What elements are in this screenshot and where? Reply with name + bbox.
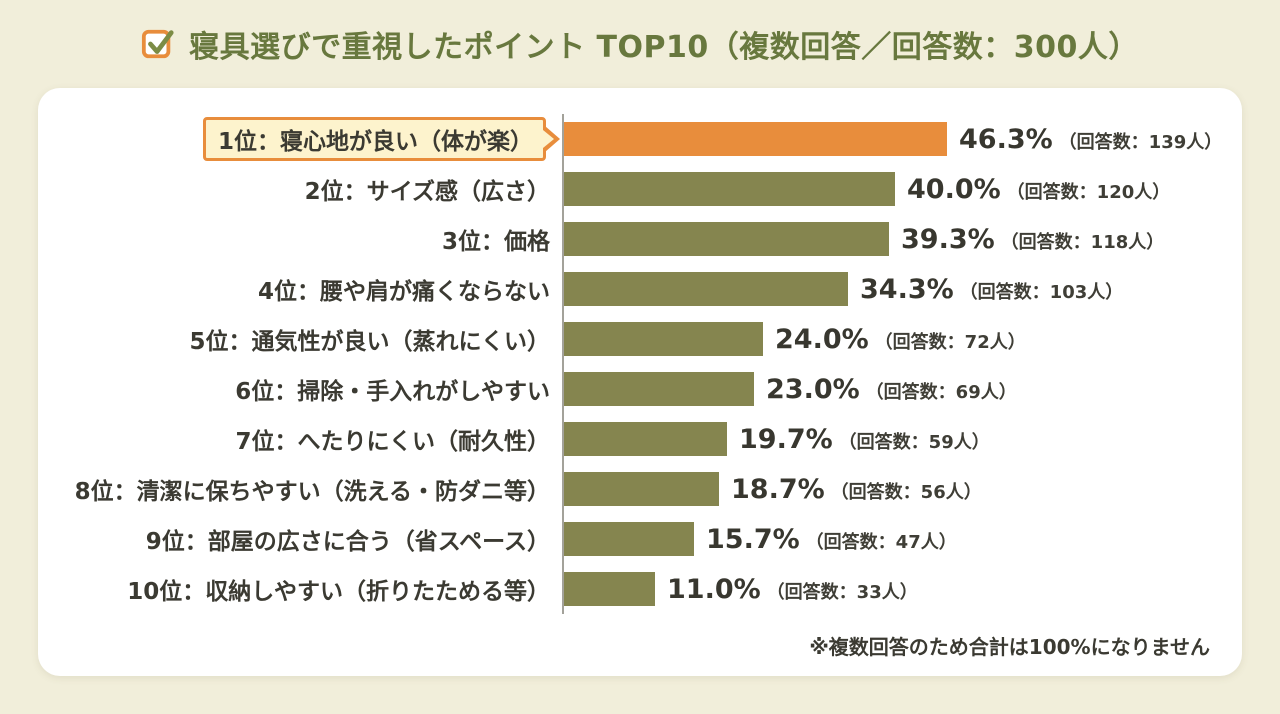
value-group: 40.0% （回答数：120人） <box>907 174 1170 205</box>
count-label: （回答数：72人） <box>874 331 1026 353</box>
percent-label: 46.3% <box>959 123 1053 155</box>
bar <box>564 322 763 356</box>
bar <box>564 372 754 406</box>
value-group: 46.3% （回答数：139人） <box>959 124 1222 155</box>
percent-label: 18.7% <box>731 473 825 505</box>
chart-row: 8位：清潔に保ちやすい（洗える・防ダニ等） 18.7% （回答数：56人） <box>58 464 1222 514</box>
category-label-cell: 3位：価格 <box>58 222 562 256</box>
category-label: 8位：清潔に保ちやすい（洗える・防ダニ等） <box>74 479 550 505</box>
count-label: （回答数：103人） <box>959 281 1124 303</box>
chart-header: 寝具選びで重視したポイント TOP10（複数回答／回答数：300人） <box>0 0 1280 88</box>
count-label: （回答数：118人） <box>1000 231 1165 253</box>
category-label: 9位：部屋の広さに合う（省スペース） <box>145 529 550 555</box>
bar <box>564 472 719 506</box>
bar <box>564 422 727 456</box>
category-label-cell: 9位：部屋の広さに合う（省スペース） <box>58 522 562 556</box>
percent-label: 15.7% <box>706 523 800 555</box>
category-label: 4位：腰や肩が痛くならない <box>257 279 550 305</box>
percent-label: 39.3% <box>901 223 995 255</box>
chart-row: 3位：価格 39.3% （回答数：118人） <box>58 214 1222 264</box>
chart-row: 6位：掃除・手入れがしやすい 23.0% （回答数：69人） <box>58 364 1222 414</box>
chart-row: 7位：へたりにくい（耐久性） 19.7% （回答数：59人） <box>58 414 1222 464</box>
value-group: 18.7% （回答数：56人） <box>731 474 982 505</box>
bar-cell: 15.7% （回答数：47人） <box>562 514 1222 564</box>
bar-highlighted <box>564 122 947 156</box>
category-label: 3位：価格 <box>441 229 550 255</box>
percent-label: 24.0% <box>775 323 869 355</box>
category-label-cell: 2位：サイズ感（広さ） <box>58 172 562 206</box>
chart-row: 10位：収納しやすい（折りたためる等） 11.0% （回答数：33人） <box>58 564 1222 614</box>
category-label: 2位：サイズ感（広さ） <box>304 179 550 205</box>
chart-row: 5位：通気性が良い（蒸れにくい） 24.0% （回答数：72人） <box>58 314 1222 364</box>
page-title: 寝具選びで重視したポイント TOP10（複数回答／回答数：300人） <box>189 30 1139 65</box>
category-label: 5位：通気性が良い（蒸れにくい） <box>189 329 550 355</box>
category-label: 6位：掃除・手入れがしやすい <box>235 379 550 405</box>
count-label: （回答数：33人） <box>766 581 918 603</box>
bar <box>564 222 889 256</box>
chart-row: 1位：寝心地が良い（体が楽） 46.3% （回答数：139人） <box>58 114 1222 164</box>
category-label-cell: 7位：へたりにくい（耐久性） <box>58 422 562 456</box>
bar <box>564 572 655 606</box>
value-group: 19.7% （回答数：59人） <box>739 424 990 455</box>
category-label-cell: 5位：通気性が良い（蒸れにくい） <box>58 322 562 356</box>
bar-cell: 19.7% （回答数：59人） <box>562 414 1222 464</box>
bar-chart: 1位：寝心地が良い（体が楽） 46.3% （回答数：139人） 2位：サイズ感（… <box>58 114 1222 614</box>
chart-row: 4位：腰や肩が痛くならない 34.3% （回答数：103人） <box>58 264 1222 314</box>
bar <box>564 272 848 306</box>
bar <box>564 522 694 556</box>
count-label: （回答数：139人） <box>1058 131 1223 153</box>
chart-card: 1位：寝心地が良い（体が楽） 46.3% （回答数：139人） 2位：サイズ感（… <box>38 88 1242 676</box>
category-label-highlighted: 1位：寝心地が良い（体が楽） <box>202 117 546 161</box>
count-label: （回答数：59人） <box>838 431 990 453</box>
percent-label: 34.3% <box>860 273 954 305</box>
percent-label: 23.0% <box>766 373 860 405</box>
count-label: （回答数：47人） <box>805 531 957 553</box>
value-group: 34.3% （回答数：103人） <box>860 274 1123 305</box>
value-group: 39.3% （回答数：118人） <box>901 224 1164 255</box>
bar-cell: 24.0% （回答数：72人） <box>562 314 1222 364</box>
value-group: 24.0% （回答数：72人） <box>775 324 1026 355</box>
count-label: （回答数：69人） <box>865 381 1017 403</box>
category-label-cell: 4位：腰や肩が痛くならない <box>58 272 562 306</box>
count-label: （回答数：120人） <box>1006 181 1171 203</box>
value-group: 15.7% （回答数：47人） <box>706 524 957 555</box>
value-group: 11.0% （回答数：33人） <box>667 574 918 605</box>
bar-cell: 40.0% （回答数：120人） <box>562 164 1222 214</box>
bar-cell: 46.3% （回答数：139人） <box>562 114 1222 164</box>
chart-row: 9位：部屋の広さに合う（省スペース） 15.7% （回答数：47人） <box>58 514 1222 564</box>
category-label-cell: 1位：寝心地が良い（体が楽） <box>58 117 562 161</box>
category-label-cell: 6位：掃除・手入れがしやすい <box>58 372 562 406</box>
percent-label: 40.0% <box>907 173 1001 205</box>
bar-cell: 39.3% （回答数：118人） <box>562 214 1222 264</box>
chart-row: 2位：サイズ感（広さ） 40.0% （回答数：120人） <box>58 164 1222 214</box>
bar-cell: 34.3% （回答数：103人） <box>562 264 1222 314</box>
value-group: 23.0% （回答数：69人） <box>766 374 1017 405</box>
category-label: 7位：へたりにくい（耐久性） <box>235 429 550 455</box>
count-label: （回答数：56人） <box>830 481 982 503</box>
category-label: 10位：収納しやすい（折りたためる等） <box>127 579 550 605</box>
bar-cell: 23.0% （回答数：69人） <box>562 364 1222 414</box>
percent-label: 19.7% <box>739 423 833 455</box>
percent-label: 11.0% <box>667 573 761 605</box>
bar <box>564 172 895 206</box>
category-label-cell: 10位：収納しやすい（折りたためる等） <box>58 572 562 606</box>
bar-cell: 18.7% （回答数：56人） <box>562 464 1222 514</box>
checkbox-check-icon <box>142 29 174 59</box>
category-label-cell: 8位：清潔に保ちやすい（洗える・防ダニ等） <box>58 472 562 506</box>
chart-footnote: ※複数回答のため合計は100%になりません <box>809 635 1210 659</box>
bar-cell: 11.0% （回答数：33人） <box>562 564 1222 614</box>
